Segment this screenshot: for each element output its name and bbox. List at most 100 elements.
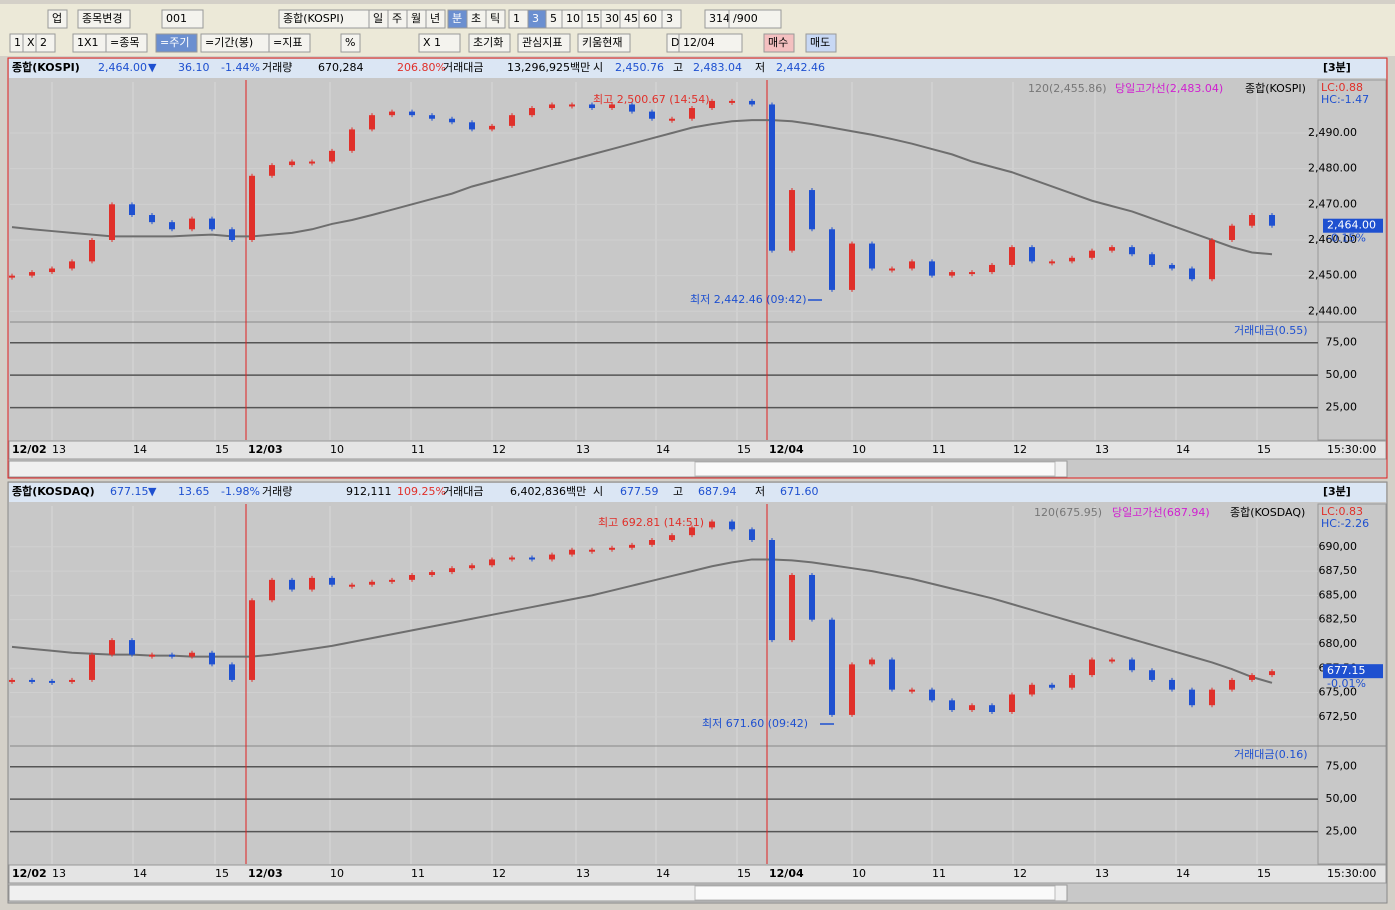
sub-title: 거래대금(0.16) [1234, 748, 1308, 761]
header-change-pct: -1.44% [221, 61, 260, 74]
header-amt-label: 거래대금 [443, 485, 483, 498]
toolbar-button[interactable] [678, 33, 743, 53]
toolbar-label: 314 [709, 12, 730, 25]
x-tick-label: 15 [215, 443, 229, 456]
toolbar-button[interactable] [763, 33, 795, 53]
toolbar-button[interactable] [105, 33, 148, 53]
legend-high-line: 당일고가선(2,483.04) [1115, 81, 1223, 95]
x-tick-label: 14 [1176, 443, 1190, 456]
price-tag-label: 2,464.00 [1327, 219, 1376, 232]
candle [1149, 670, 1155, 680]
candle [449, 118, 455, 123]
candle [769, 540, 775, 641]
candle [569, 104, 575, 107]
candle [709, 521, 715, 528]
candle [1089, 250, 1095, 258]
toolbar-label: 매수 [768, 36, 788, 49]
candle [869, 243, 875, 269]
header-volume: 912,111 [346, 485, 392, 498]
candle [929, 261, 935, 276]
x-tick-label: 14 [656, 443, 670, 456]
toolbar-label: 초기화 [473, 36, 503, 49]
candle [489, 559, 495, 566]
toolbar-button[interactable] [418, 33, 461, 53]
candle [429, 115, 435, 119]
header-amount: 6,402,836백만 [510, 485, 586, 498]
toolbar-label: 분 [452, 12, 462, 25]
candle [329, 577, 335, 585]
candle [1269, 215, 1275, 226]
legend-high-line: 당일고가선(687.94) [1112, 505, 1210, 519]
toolbar-label: =주기 [160, 36, 189, 49]
candle [269, 579, 275, 601]
toolbar-button[interactable] [268, 33, 311, 53]
legend-ma: 120(2,455.86) [1028, 82, 1107, 95]
toolbar-button[interactable] [468, 33, 511, 53]
candle [669, 535, 675, 541]
toolbar-button[interactable] [155, 33, 198, 53]
candle [409, 574, 415, 580]
candle [709, 100, 715, 109]
toolbar-button[interactable] [35, 33, 56, 53]
candle [1129, 247, 1135, 255]
candle [609, 104, 615, 109]
toolbar-label: =지표 [273, 36, 302, 49]
candle [329, 150, 335, 162]
candle [309, 577, 315, 590]
header-amount: 13,296,925백만 [507, 61, 590, 74]
candle [129, 640, 135, 655]
x-tick-label: 12 [492, 443, 506, 456]
toolbar-label: 일 [373, 11, 383, 25]
toolbar-label: 3 [666, 12, 673, 25]
toolbar-button[interactable] [517, 33, 571, 53]
candle [29, 679, 35, 682]
toolbar-button[interactable] [577, 33, 631, 53]
candle [1109, 247, 1115, 251]
x-tick-label: 15 [737, 867, 751, 880]
toolbar-label: 업 [52, 12, 62, 25]
candle [1209, 239, 1215, 280]
x-tick-label: 11 [932, 443, 946, 456]
candle [649, 540, 655, 545]
annotation-low: 최저 2,442.46 (09:42) [690, 293, 807, 306]
candle [49, 268, 55, 273]
scroll-thumb[interactable] [694, 461, 1056, 477]
header-name: 종합(KOSDAQ) [12, 484, 95, 498]
header-high-label: 고 [673, 485, 683, 498]
candle [1229, 679, 1235, 690]
candle [1149, 254, 1155, 265]
candle [969, 272, 975, 275]
candle [1109, 659, 1115, 662]
toolbar-button[interactable] [47, 9, 68, 29]
y-tick-label: 2,490.00 [1308, 126, 1357, 139]
toolbar-button[interactable] [340, 33, 361, 53]
toolbar-label: 1X1 [77, 36, 99, 49]
toolbar-button[interactable] [425, 9, 446, 29]
annotation-high: 최고 692.81 (14:51) [598, 516, 704, 529]
x-tick-label: 15 [737, 443, 751, 456]
header-vol-pct: 109.25% [397, 485, 446, 498]
candle [649, 111, 655, 119]
toolbar-button[interactable] [485, 9, 506, 29]
candle [1069, 257, 1075, 262]
toolbar-button[interactable] [661, 9, 682, 29]
candle [729, 100, 735, 103]
header-price: 2,464.00 [98, 61, 147, 74]
candle [1009, 694, 1015, 712]
toolbar-button[interactable] [161, 9, 204, 29]
candle [389, 111, 395, 116]
candle [909, 261, 915, 269]
header-change: 36.10 [178, 61, 210, 74]
candle [589, 549, 595, 552]
y-tick-label: 687,50 [1319, 564, 1358, 577]
toolbar-button[interactable] [77, 9, 131, 29]
candle [509, 115, 515, 126]
toolbar-button[interactable] [805, 33, 837, 53]
header-price: 677.15 [110, 485, 149, 498]
scroll-thumb[interactable] [694, 885, 1056, 901]
toolbar-button[interactable] [728, 9, 782, 29]
candle [789, 574, 795, 641]
y-tick-label: 675,00 [1319, 686, 1358, 699]
candle [9, 679, 15, 682]
toolbar-label: 틱 [490, 12, 500, 25]
